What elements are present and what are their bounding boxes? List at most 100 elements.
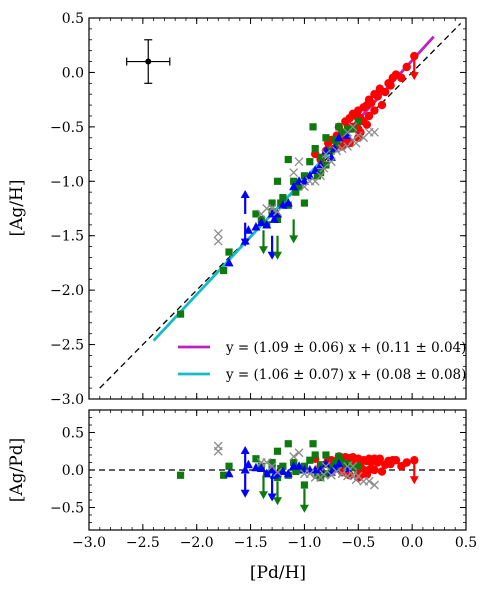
data-point-cross bbox=[305, 469, 315, 479]
x-tick-label: −2.0 bbox=[180, 535, 214, 551]
data-point-circle bbox=[362, 470, 372, 479]
data-point-cross bbox=[351, 475, 361, 485]
data-point-circle bbox=[402, 458, 411, 467]
data-point-square bbox=[273, 447, 282, 455]
legend-label-fit-2: y = (1.06 ± 0.07) x + (0.08 ± 0.08) bbox=[225, 367, 466, 383]
y-tick-label: −3.0 bbox=[50, 392, 84, 408]
data-point-cross bbox=[369, 480, 379, 490]
data-point-square bbox=[335, 452, 343, 461]
limit-arrow bbox=[267, 235, 277, 260]
data-point-cross bbox=[353, 131, 363, 141]
data-point-triangle bbox=[256, 463, 266, 472]
data-point-triangle bbox=[256, 217, 266, 227]
data-point-triangle bbox=[251, 462, 261, 472]
limit-arrow bbox=[240, 222, 250, 247]
data-point-triangle bbox=[278, 200, 288, 209]
data-point-square bbox=[316, 461, 325, 469]
data-point-cross bbox=[213, 229, 223, 238]
x-tick-label: −3.0 bbox=[72, 535, 106, 551]
y-tick-label: −0.5 bbox=[50, 120, 84, 136]
data-point-square bbox=[349, 125, 357, 133]
data-point-square bbox=[330, 458, 339, 467]
data-point-square bbox=[220, 266, 228, 275]
data-point-triangle bbox=[294, 461, 304, 470]
data-point-cross bbox=[326, 470, 336, 480]
data-point-cross bbox=[213, 236, 223, 246]
data-point-square bbox=[252, 455, 260, 463]
data-point-circle bbox=[375, 454, 385, 463]
y-tick-label: −2.0 bbox=[50, 283, 84, 299]
top-plot-frame bbox=[88, 17, 467, 400]
data-point-triangle bbox=[269, 470, 279, 479]
top-reference-line bbox=[99, 22, 462, 389]
y-tick-label: −1.0 bbox=[50, 174, 84, 190]
data-point-circle bbox=[381, 87, 390, 97]
top-data-points bbox=[176, 51, 419, 318]
data-point-square bbox=[333, 139, 341, 147]
bottom-plot-frame bbox=[88, 409, 467, 531]
data-point-square bbox=[338, 128, 346, 136]
data-point-cross bbox=[213, 446, 223, 456]
limit-arrow bbox=[240, 473, 250, 498]
data-point-square bbox=[338, 458, 346, 467]
data-point-triangle bbox=[224, 257, 234, 267]
data-point-square bbox=[225, 248, 233, 256]
data-point-square bbox=[268, 199, 276, 207]
data-point-circle bbox=[362, 120, 372, 129]
data-point-square bbox=[292, 467, 300, 476]
y-tick-label: 0.0 bbox=[62, 65, 84, 81]
data-point-triangle bbox=[330, 463, 340, 472]
data-point-cross bbox=[262, 458, 272, 467]
data-point-cross bbox=[267, 204, 277, 213]
data-point-square bbox=[349, 464, 357, 472]
limit-arrow bbox=[267, 477, 277, 502]
data-point-square bbox=[284, 440, 292, 448]
data-point-square bbox=[300, 199, 309, 207]
data-point-triangle bbox=[283, 468, 293, 478]
legend: y = (1.09 ± 0.06) x + (0.11 ± 0.04) y = … bbox=[178, 340, 466, 383]
data-point-triangle bbox=[224, 468, 234, 478]
data-point-square bbox=[343, 125, 352, 133]
y-tick-label: −0.5 bbox=[50, 501, 84, 517]
data-point-cross bbox=[294, 448, 304, 458]
limit-arrow bbox=[273, 481, 282, 506]
x-tick-label: 0.5 bbox=[455, 535, 477, 551]
data-point-cross bbox=[316, 171, 326, 181]
bottom-data-points bbox=[176, 440, 419, 513]
data-point-square bbox=[309, 440, 317, 448]
data-point-cross bbox=[351, 138, 361, 148]
data-point-cross bbox=[273, 467, 282, 477]
data-point-square bbox=[354, 117, 362, 126]
limit-arrow bbox=[299, 488, 309, 513]
data-point-cross bbox=[369, 127, 379, 137]
limit-arrow bbox=[240, 189, 250, 214]
data-point-circle bbox=[373, 92, 382, 101]
data-point-square bbox=[354, 462, 362, 470]
data-point-triangle bbox=[278, 466, 288, 475]
data-point-square bbox=[279, 462, 287, 470]
limit-arrow bbox=[258, 230, 268, 255]
data-point-triangle bbox=[283, 198, 293, 207]
y-tick-label: −2.5 bbox=[50, 338, 84, 354]
data-point-square bbox=[316, 168, 325, 177]
y-tick-label: 0.0 bbox=[62, 463, 84, 479]
data-point-square bbox=[335, 123, 343, 131]
data-point-cross bbox=[289, 452, 299, 461]
bottom-axes: −3.0 −2.5 −2.0 −1.5 −1.0 −0.5 0.0 0.5 −0.5 0.0 0.5 bbox=[50, 409, 477, 551]
limit-arrow bbox=[258, 475, 268, 500]
data-point-square bbox=[277, 199, 285, 207]
x-tick-label: 0.0 bbox=[401, 535, 423, 551]
limit-arrow bbox=[273, 235, 282, 260]
top-panel: y = (1.09 ± 0.06) x + (0.11 ± 0.04) y = … bbox=[7, 11, 467, 408]
data-point-cross bbox=[321, 461, 331, 471]
data-point-square bbox=[268, 458, 276, 467]
data-point-circle bbox=[356, 128, 365, 137]
error-bar-marker bbox=[126, 39, 171, 84]
data-point-square bbox=[220, 471, 228, 479]
y-tick-label: 0.5 bbox=[62, 11, 84, 27]
limit-arrow bbox=[289, 219, 299, 244]
data-point-cross bbox=[343, 141, 352, 151]
data-point-cross bbox=[319, 470, 329, 479]
data-point-square bbox=[284, 155, 292, 164]
data-point-cross bbox=[337, 469, 347, 479]
